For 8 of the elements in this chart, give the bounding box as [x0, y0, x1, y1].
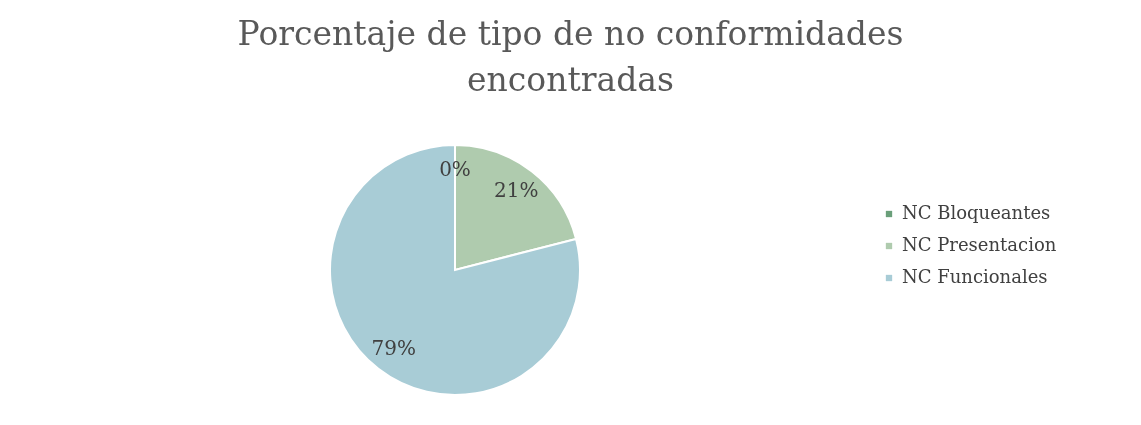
legend-label: NC Funcionales [902, 266, 1048, 287]
data-label: 79% [371, 336, 416, 361]
text: 0% [439, 157, 471, 181]
chart-title: Porcentaje de tipo de no conformidades encontradas [237, 14, 904, 99]
legend-label: NC Presentacion [902, 234, 1057, 255]
data-label: 21% [494, 177, 539, 202]
legend-label: NC Bloqueantes [902, 202, 1051, 223]
pie-slice [329, 144, 581, 396]
